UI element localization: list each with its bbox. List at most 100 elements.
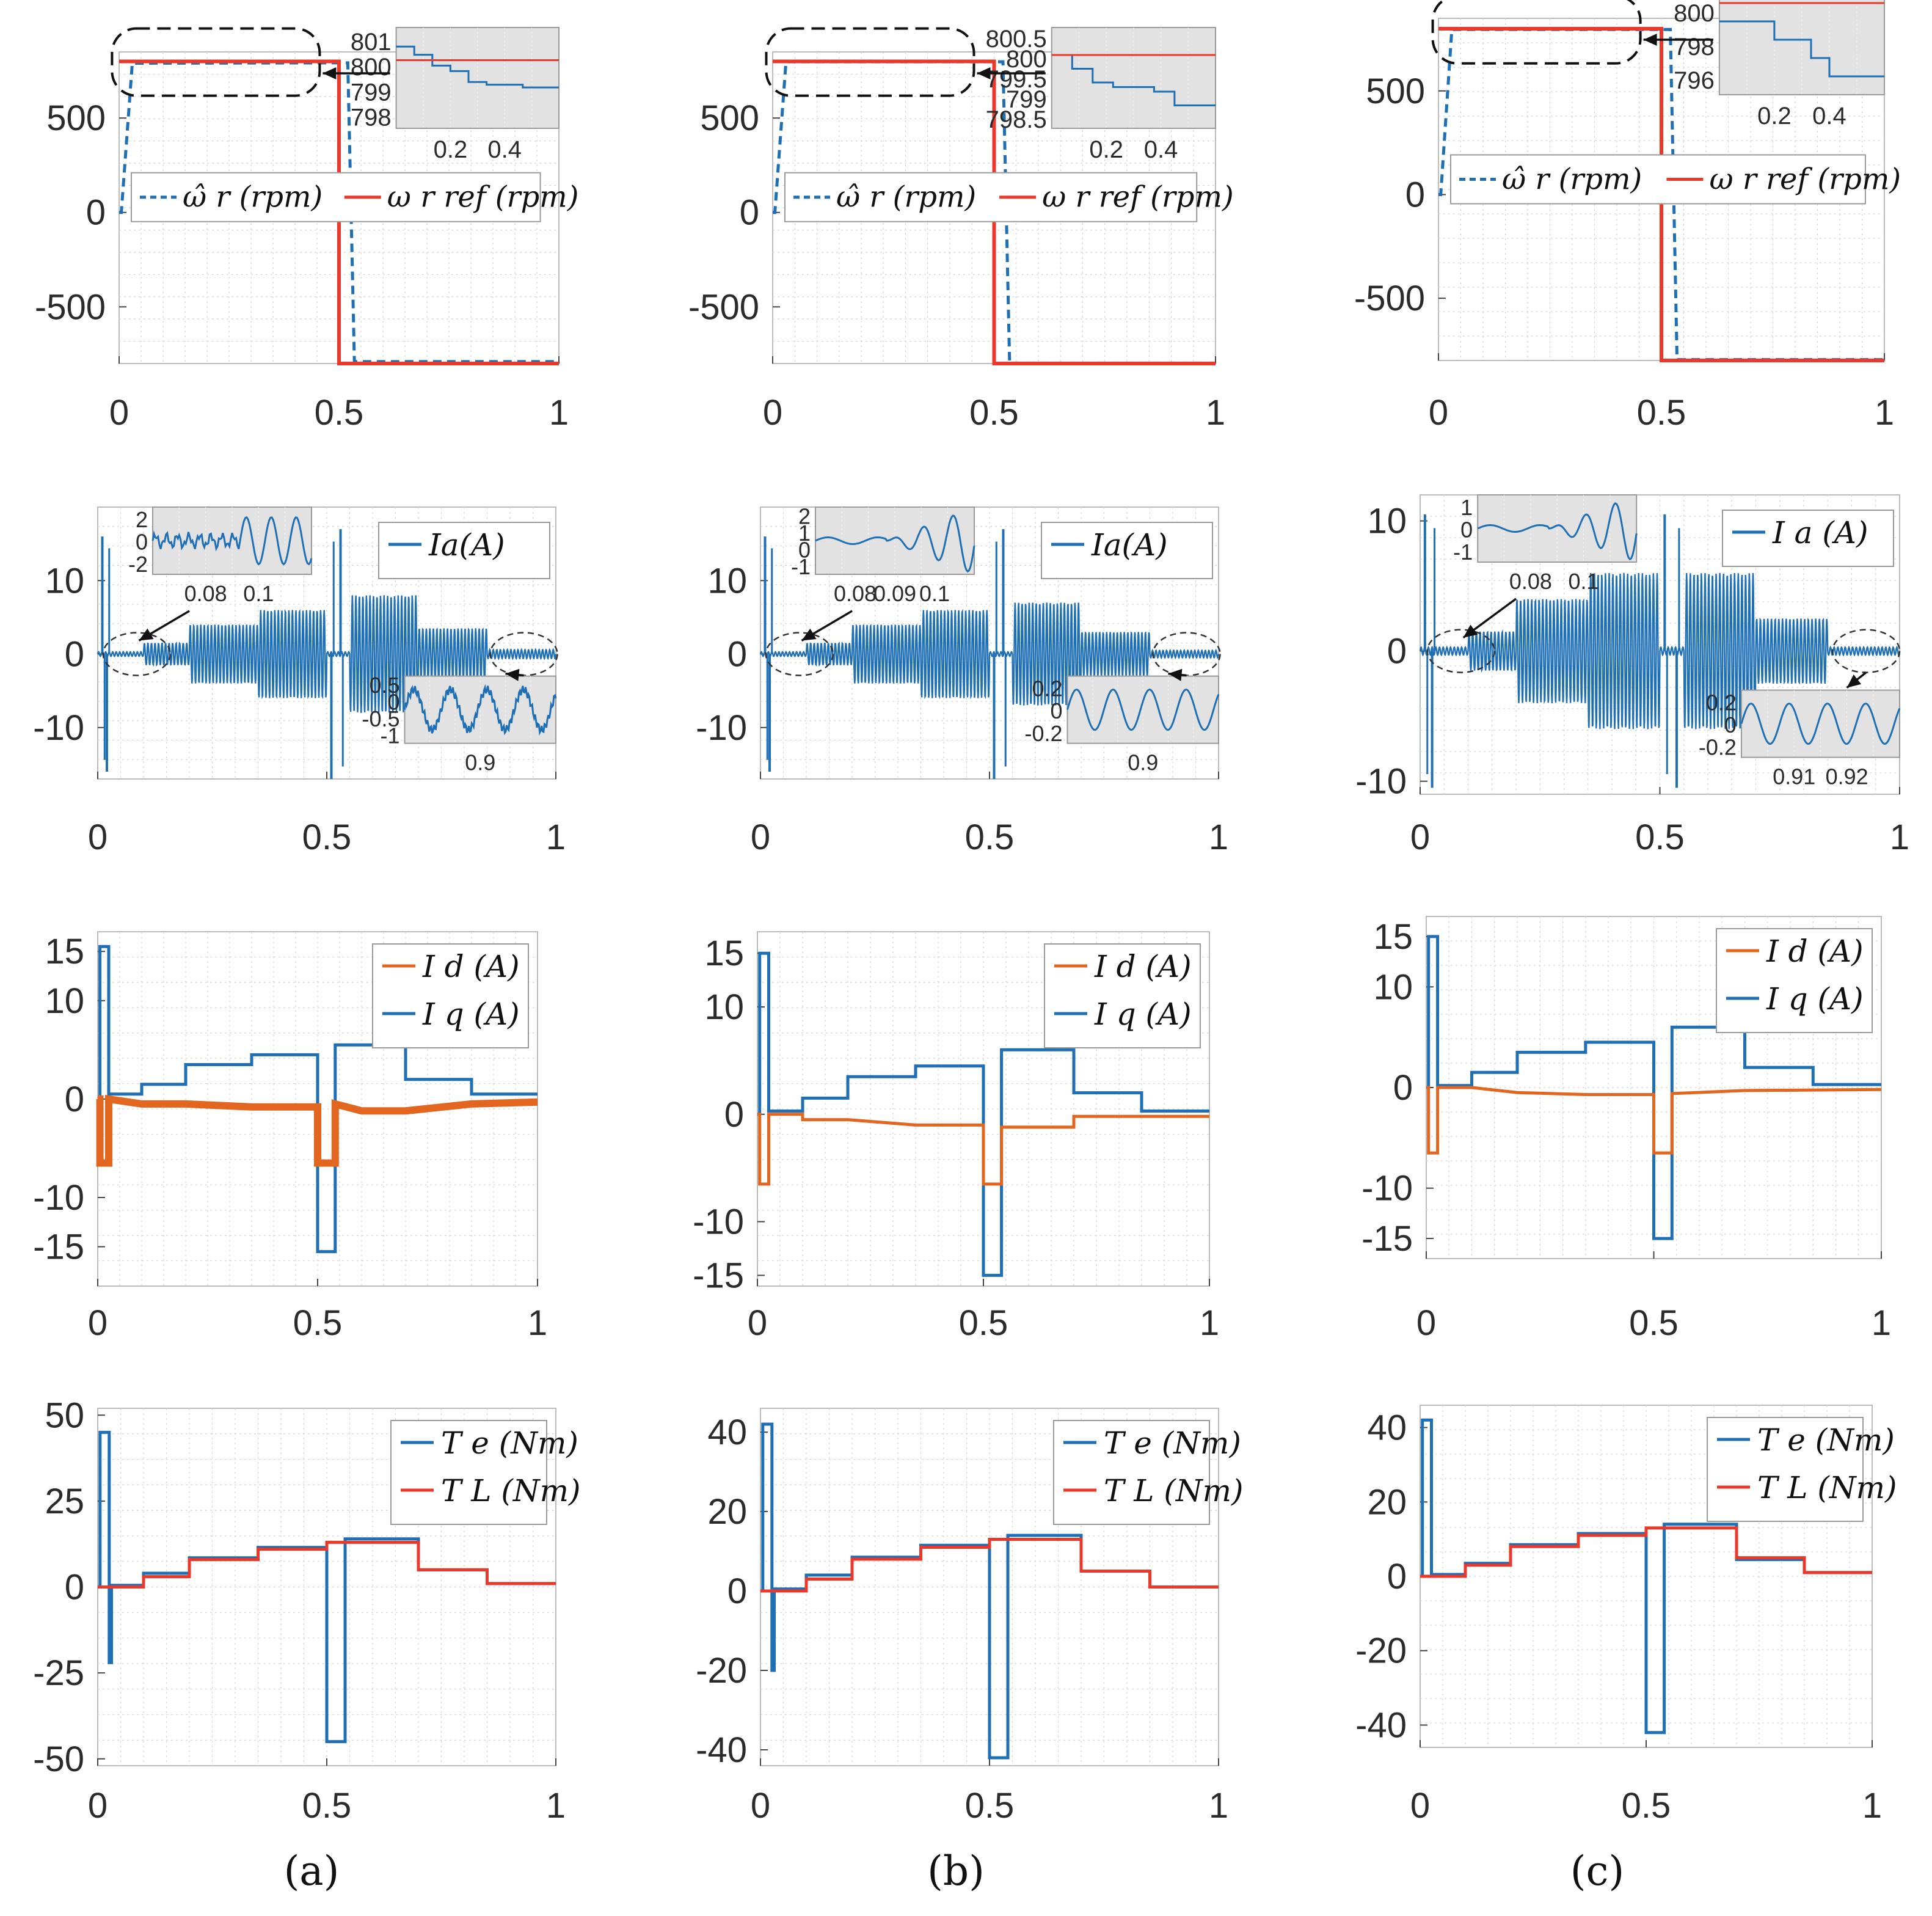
panel-a-ia-xtick-label: 1 bbox=[546, 817, 566, 857]
panel-a-idq-legend-label: I d (A) bbox=[422, 949, 520, 984]
panel-a-torque-ytick-label: 25 bbox=[45, 1482, 84, 1521]
panel-c-torque-ytick-label: 40 bbox=[1367, 1408, 1407, 1448]
panel-b-torque-legend-label: T e (Nm) bbox=[1104, 1425, 1241, 1461]
panel-a-torque-ytick-label: -50 bbox=[33, 1739, 84, 1779]
panel-b-speed-ytick-label: -500 bbox=[688, 287, 759, 327]
panel-b-speed-xtick-label: 0.5 bbox=[969, 393, 1019, 433]
panel-a-speed-inset-ytick: 800 bbox=[351, 54, 392, 81]
panel-c-speed-inset-ytick: 796 bbox=[1674, 67, 1715, 94]
panel-a-idq-xtick-label: 0 bbox=[88, 1303, 108, 1343]
panel-c-idq-ytick-label: 15 bbox=[1373, 917, 1413, 957]
panel-a-ia-inset-top-xtick: 0.08 bbox=[184, 581, 227, 606]
panel-b-speed-legend-box bbox=[784, 172, 1198, 222]
panel-b-idq-series-iqa bbox=[757, 951, 1209, 1277]
panel-b-torque-xtick-label: 0 bbox=[751, 1786, 770, 1826]
panel-c-ia-ytick-label: -10 bbox=[1355, 762, 1407, 802]
panel-b-torque-legend-box bbox=[1053, 1420, 1210, 1525]
panel-a-ia-inset-top-ytick: -2 bbox=[128, 552, 148, 577]
panel-a-idq-ytick-label: 15 bbox=[45, 932, 84, 971]
panel-b-ia-xtick-label: 0 bbox=[751, 817, 770, 857]
panel-c-speed-arrow-head bbox=[1643, 34, 1657, 46]
panel-a-torque-xtick-label: 0 bbox=[88, 1786, 108, 1826]
panel-a-ia-inset-top: 0.08 0.1 20-2 bbox=[128, 506, 313, 606]
panel-a-idq-legend-box bbox=[372, 943, 529, 1048]
panel-c-ia-inset-bottom-ytick: 0 bbox=[1724, 712, 1737, 737]
panel-a-speed-legend-box bbox=[131, 172, 541, 222]
panel-a-torque-series-tlnm bbox=[98, 1540, 556, 1589]
panel-a-torque-legend-label: T L (Nm) bbox=[441, 1473, 581, 1508]
panel-a-ia-inset-bottom-ytick: 0 bbox=[387, 689, 399, 714]
panel-c-speed-ytick-label: 500 bbox=[1366, 71, 1425, 111]
panel-c-speed-inset-series-0 bbox=[1719, 20, 1884, 78]
panel-a-speed-inset-ytick: 798 bbox=[351, 104, 392, 131]
panel-c-ia-inset-bottom-ytick: -0.2 bbox=[1699, 735, 1737, 760]
panel-c-ia-legend-box bbox=[1722, 510, 1894, 567]
panel-c-speed-inset-ytick: 798 bbox=[1674, 34, 1715, 60]
panel-c-speed-legend: ω̂ r (rpm) ω r ref (rpm) bbox=[1450, 154, 1901, 205]
panel-c-idq-ytick-label: -10 bbox=[1362, 1169, 1413, 1208]
panel-b-speed-legend: ω̂ r (rpm) ω r ref (rpm) bbox=[784, 172, 1234, 222]
panel-a-idq-ytick-label: -10 bbox=[33, 1178, 84, 1218]
panel-a-ia-inset-bottom-ytick: -1 bbox=[380, 723, 399, 748]
panel-b-idq-xtick-label: 0 bbox=[748, 1303, 767, 1343]
panel-a-ia-inset-bottom-ytick: -0.5 bbox=[362, 706, 399, 731]
panel-a-speed-inset-ytick: 799 bbox=[351, 79, 392, 106]
panel-a-speed-arrow-head bbox=[323, 67, 337, 79]
panel-b-torque-xtick-label: 0.5 bbox=[965, 1786, 1015, 1826]
panel-b-idq-ytick-label: -15 bbox=[693, 1256, 744, 1295]
panel-a-speed-inset-ytick: 801 bbox=[351, 29, 392, 56]
panel-c-speed-series-est bbox=[1438, 27, 1884, 362]
panel-a-idq-legend: I d (A) I q (A) bbox=[372, 943, 529, 1048]
panel-c-ia-legend: I a (A) bbox=[1722, 510, 1894, 567]
panel-c-idq-ytick-label: -15 bbox=[1362, 1219, 1413, 1259]
panel-a-torque-ytick-label: -25 bbox=[33, 1653, 84, 1693]
panel-b-speed-inset-ytick: 799.5 bbox=[986, 66, 1047, 93]
panel-a-idq-legend-label: I q (A) bbox=[422, 996, 520, 1032]
panel-b-ia-xtick-label: 0.5 bbox=[965, 817, 1015, 857]
panel-c-idq-xtick-label: 0 bbox=[1416, 1303, 1436, 1343]
panel-c-speed-inset-xtick: 0.2 bbox=[1757, 103, 1792, 130]
panel-b-idq-ytick-label: 0 bbox=[724, 1095, 744, 1135]
panel-a-ia-ytick-label: 10 bbox=[45, 561, 84, 601]
panel-a-ia-xtick-label: 0 bbox=[88, 817, 108, 857]
panel-b-ia-legend-label: Ia(A) bbox=[1091, 527, 1168, 563]
panel-c-ia-inset-top-xtick: 0.08 bbox=[1509, 569, 1552, 594]
panel-b-speed-inset-xtick: 0.2 bbox=[1089, 136, 1123, 163]
panel-c-torque-xtick-label: 1 bbox=[1862, 1786, 1882, 1826]
panel-b-idq-legend: I d (A) I q (A) bbox=[1044, 943, 1201, 1048]
panel-c-speed-legend-box bbox=[1450, 154, 1866, 205]
panel-c-speed-ytick-label: 0 bbox=[1405, 175, 1425, 214]
panel-c-ia-xtick-label: 1 bbox=[1890, 817, 1909, 857]
panel-c-torque-ytick-label: -40 bbox=[1355, 1705, 1407, 1745]
panel-c-speed-xtick-label: 1 bbox=[1875, 393, 1894, 433]
panel-b-ia-inset-bottom-ytick: 0 bbox=[1050, 698, 1062, 723]
panel-a-idq-xtick-label: 0.5 bbox=[293, 1303, 343, 1343]
panel-a-idq-series-iqa bbox=[98, 945, 538, 1254]
panel-a-torque-xtick-label: 0.5 bbox=[302, 1786, 352, 1826]
panel-b-speed-inset-ytick: 800.5 bbox=[986, 26, 1047, 53]
panel-c-speed-xtick-label: 0 bbox=[1429, 393, 1448, 433]
panel-b-speed-xtick-label: 1 bbox=[1206, 393, 1225, 433]
panel-a-ia-inset-top-ytick: 2 bbox=[136, 507, 148, 532]
panel-b-idq-ytick-label: 15 bbox=[704, 934, 744, 973]
panel-a-speed-legend: ω̂ r (rpm) ω r ref (rpm) bbox=[131, 172, 578, 222]
panel-c-torque-legend-label: T e (Nm) bbox=[1757, 1422, 1895, 1458]
panel-c-ia-xtick-label: 0.5 bbox=[1635, 817, 1685, 857]
panel-b-idq-legend-box bbox=[1044, 943, 1201, 1048]
caption-c: (c) bbox=[1570, 1848, 1624, 1895]
panel-c-torque-ytick-label: 20 bbox=[1367, 1482, 1407, 1522]
panel-a-torque-ytick-label: 50 bbox=[45, 1395, 84, 1435]
panel-b-ia-inset-top-xtick: 0.09 bbox=[873, 581, 916, 606]
panel-a-torque-legend: T e (Nm) T L (Nm) bbox=[390, 1420, 581, 1525]
panel-a-speed-ytick-label: -500 bbox=[35, 287, 106, 327]
panel-a-ia-inset-bottom-xtick: 0.9 bbox=[465, 750, 495, 775]
panel-c-torque-legend-box bbox=[1707, 1417, 1864, 1522]
panel-b-ia-arrow-head bbox=[801, 628, 817, 641]
panel-c-speed-inset-ytick: 800 bbox=[1674, 0, 1715, 27]
panel-c-torque-legend-label: T L (Nm) bbox=[1757, 1470, 1897, 1505]
panel-c-torque-series-tlnm bbox=[1420, 1526, 1872, 1578]
panel-b-speed-callout-arrow bbox=[977, 67, 1046, 79]
panel-b-speed-inset-ytick: 800 bbox=[1006, 46, 1047, 73]
